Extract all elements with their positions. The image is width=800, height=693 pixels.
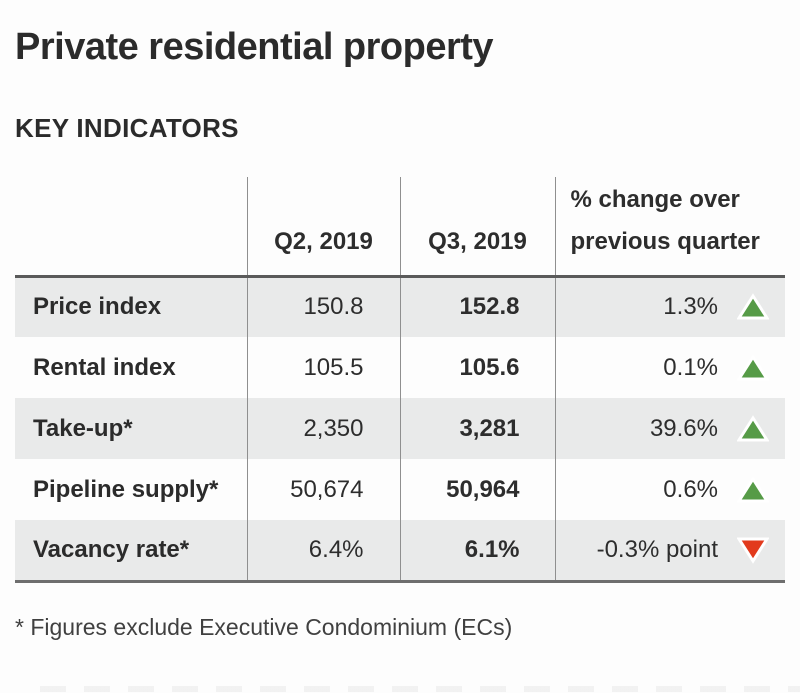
up-triangle-icon — [737, 293, 769, 320]
row-label: Take-up* — [33, 414, 133, 442]
up-triangle-icon — [737, 353, 769, 380]
key-indicators-table: Q2, 2019 Q3, 2019 % change over previous… — [15, 177, 785, 583]
q2-value: 50,674 — [246, 459, 400, 520]
q2-value: 105.5 — [246, 337, 400, 398]
change-value: 0.6% — [663, 475, 718, 503]
q3-value: 50,964 — [399, 459, 555, 520]
trend-up-indicator — [737, 353, 769, 382]
row-label: Vacancy rate* — [33, 535, 190, 563]
footnote: * Figures exclude Executive Condominium … — [15, 614, 513, 640]
q2-value: 2,350 — [246, 398, 400, 459]
cropped-content-artifact — [40, 686, 800, 692]
up-triangle-icon — [737, 475, 769, 502]
header-q2-2019: Q2, 2019 — [246, 177, 400, 276]
header-q3-2019: Q3, 2019 — [399, 177, 555, 276]
change-value: -0.3% point — [596, 535, 718, 563]
header-empty-cell — [15, 177, 247, 276]
trend-up-indicator — [737, 414, 769, 443]
q3-value: 105.6 — [399, 337, 555, 398]
up-triangle-icon — [737, 414, 769, 441]
change-value: 1.3% — [663, 293, 718, 321]
q2-value: 150.8 — [246, 276, 400, 337]
q2-value: 6.4% — [246, 520, 400, 581]
row-label: Price index — [33, 293, 162, 321]
table-row: Price index 150.8 152.8 1.3% — [15, 276, 785, 337]
header-percent-change: % change over previous quarter — [554, 177, 785, 276]
table-row: Rental index 105.5 105.6 0.1% — [15, 337, 785, 398]
trend-down-indicator — [737, 536, 769, 564]
change-value: 39.6% — [649, 414, 718, 442]
row-label: Rental index — [33, 353, 176, 381]
q3-value: 6.1% — [399, 520, 555, 581]
trend-up-indicator — [737, 475, 769, 504]
section-subtitle: KEY INDICATORS — [15, 113, 239, 143]
row-label: Pipeline supply* — [33, 475, 219, 503]
table-row: Vacancy rate* 6.4% 6.1% -0.3% point — [15, 520, 785, 581]
table-header-row: Q2, 2019 Q3, 2019 % change over previous… — [15, 177, 785, 276]
table-row: Take-up* 2,350 3,281 39.6% — [15, 398, 785, 459]
page-title: Private residential property — [15, 26, 494, 68]
q3-value: 3,281 — [399, 398, 555, 459]
q3-value: 152.8 — [399, 276, 555, 337]
change-value: 0.1% — [663, 353, 718, 381]
table-row: Pipeline supply* 50,674 50,964 0.6% — [15, 459, 785, 520]
down-triangle-icon — [737, 537, 769, 564]
trend-up-indicator — [737, 293, 769, 321]
